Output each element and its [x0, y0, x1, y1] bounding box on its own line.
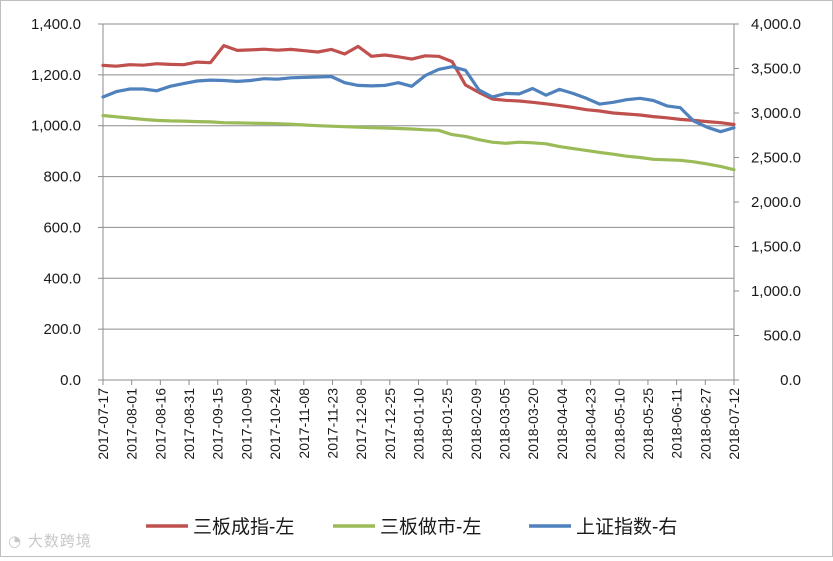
- y-left-tick-label: 200.0: [43, 321, 81, 338]
- legend: 三板成指-左 三板做市-左 上证指数-右: [146, 516, 677, 538]
- y-left-tick-label: 1,200.0: [31, 67, 81, 84]
- series-line-1: [101, 113, 736, 172]
- x-tick-label: 2017-08-01: [124, 388, 140, 460]
- y-left-tick-label: 400.0: [43, 270, 81, 287]
- x-tick-label: 2017-09-15: [210, 388, 226, 460]
- axes: [102, 24, 735, 381]
- x-tick-label: 2018-05-25: [640, 388, 656, 460]
- x-tick-label: 2017-12-08: [353, 388, 369, 460]
- watermark-text: 大数跨境: [27, 532, 92, 550]
- x-tick-label: 2018-02-09: [468, 388, 484, 460]
- y-right-tick-label: 500.0: [763, 328, 801, 345]
- y-right-tick-label: 2,500.0: [751, 150, 801, 167]
- watermark-logo: ◔ 大数跨境: [8, 530, 92, 551]
- x-tick-label: 2018-06-27: [697, 388, 713, 460]
- x-tick-label: 2018-03-05: [497, 388, 513, 460]
- y-right-tick-label: 3,500.0: [751, 61, 801, 78]
- y-left-tick-label: 600.0: [43, 219, 81, 236]
- x-tick-label: 2018-01-25: [439, 388, 455, 460]
- series-line-2: [101, 65, 736, 134]
- series-lines: [101, 43, 736, 172]
- legend-label: 三板做市-左: [380, 516, 481, 538]
- y-right-tick-label: 4,000.0: [751, 16, 801, 33]
- y-right-tick-label: 0.0: [780, 372, 801, 389]
- x-tick-label: 2018-05-10: [611, 388, 627, 460]
- y-left-tick-label: 0.0: [60, 372, 81, 389]
- watermark-icon: ◔: [8, 532, 23, 550]
- x-tick-label: 2018-04-23: [583, 388, 599, 460]
- x-tick-label: 2018-01-10: [411, 388, 427, 460]
- x-tick-label: 2017-08-31: [181, 388, 197, 460]
- x-tick-label: 2018-07-12: [726, 388, 742, 460]
- y-right-tick-label: 1,500.0: [751, 239, 801, 256]
- y-right-tick-label: 1,000.0: [751, 283, 801, 300]
- legend-label: 三板成指-左: [193, 516, 294, 538]
- y-right-tick-label: 2,000.0: [751, 194, 801, 211]
- x-tick-label: 2017-10-09: [238, 388, 254, 460]
- x-tick-label: 2018-06-11: [669, 388, 685, 459]
- gridlines: [103, 23, 734, 381]
- x-tick-label: 2017-11-23: [324, 388, 340, 459]
- y-right-tick-labels: 0.0 500.0 1,000.0 1,500.0 2,000.0 2,500.0 3,00…: [734, 16, 801, 389]
- x-tick-labels: 2017-07-17 2017-08-01 2017-08-16 2017-08-31…: [95, 380, 742, 460]
- y-right-tick-label: 3,000.0: [751, 105, 801, 122]
- x-tick-label: 2017-12-25: [382, 388, 398, 460]
- legend-label: 上证指数-右: [576, 516, 677, 538]
- x-tick-label: 2018-04-04: [554, 388, 570, 460]
- y-left-tick-label: 1,000.0: [31, 118, 81, 135]
- x-tick-label: 2018-03-20: [525, 388, 541, 460]
- x-tick-label: 2017-08-16: [152, 388, 168, 460]
- y-left-tick-label: 800.0: [43, 169, 81, 186]
- y-left-tick-labels: 0.0 200.0 400.0 600.0 800.0 1,000.0 1,200.0 1,4…: [31, 16, 103, 389]
- x-tick-label: 2017-11-08: [296, 388, 312, 459]
- series-line-0: [101, 43, 736, 127]
- x-tick-label: 2017-07-17: [95, 388, 111, 460]
- x-tick-label: 2017-10-24: [267, 388, 283, 460]
- y-left-tick-label: 1,400.0: [31, 16, 81, 33]
